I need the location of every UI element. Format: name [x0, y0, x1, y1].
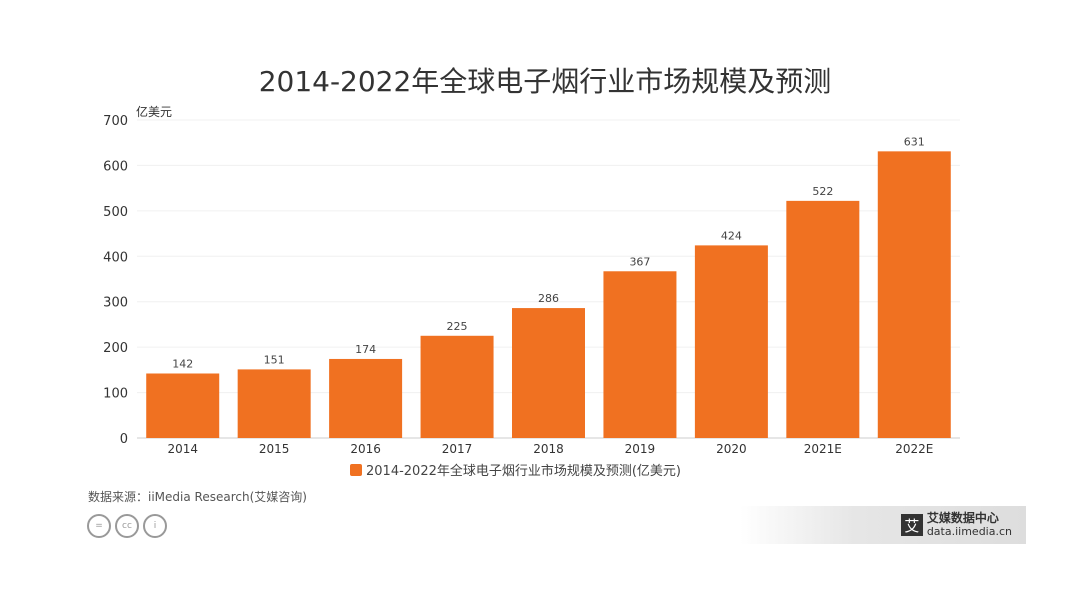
bar[interactable]	[603, 271, 677, 438]
y-tick-label: 100	[103, 387, 128, 402]
data-label: 151	[264, 353, 285, 366]
y-tick-label: 500	[103, 205, 128, 220]
data-label: 424	[721, 229, 742, 242]
equal-icon: =	[87, 514, 111, 538]
bar[interactable]	[877, 151, 951, 439]
bar-chart: 0 100 200 300 400 500 600 700 亿美元 142 2014 151 2015 1…	[103, 104, 960, 456]
x-tick-label: 2014	[167, 442, 198, 456]
x-tick-label: 2021E	[804, 442, 842, 456]
data-label: 174	[355, 343, 376, 356]
source-note: 数据来源：iiMedia Research(艾媒咨询)	[88, 490, 307, 504]
x-tick-label: 2022E	[895, 442, 933, 456]
y-tick-label: 600	[103, 159, 128, 174]
y-tick-label: 300	[103, 296, 128, 311]
y-tick-label: 400	[103, 250, 128, 265]
y-tick-label: 0	[120, 432, 128, 447]
bar[interactable]	[786, 200, 860, 438]
data-label: 225	[447, 320, 468, 333]
bar[interactable]	[420, 335, 494, 438]
legend-swatch	[350, 463, 362, 476]
y-axis-label: 亿美元	[136, 104, 172, 119]
logo-mark: 艾	[900, 514, 923, 536]
iimedia-logo: 艾 艾媒数据中心 data.iimedia.cn	[740, 506, 1026, 544]
cc-icon: cc	[115, 514, 139, 538]
x-tick-label: 2018	[533, 442, 564, 456]
y-tick-label: 200	[103, 341, 128, 356]
logo-name: 艾媒数据中心	[926, 511, 999, 525]
x-tick-label: 2016	[350, 442, 381, 456]
bar[interactable]	[694, 245, 768, 438]
x-tick-label: 2019	[625, 442, 656, 456]
person-icon: i	[143, 514, 167, 538]
y-tick-label: 700	[103, 114, 128, 129]
legend[interactable]: 2014-2022年全球电子烟行业市场规模及预测(亿美元)	[350, 460, 681, 479]
bar[interactable]	[512, 308, 585, 438]
logo-url: data.iimedia.cn	[926, 525, 1012, 538]
x-tick-label: 2015	[259, 442, 290, 456]
legend-label: 2014-2022年全球电子烟行业市场规模及预测(亿美元)	[366, 464, 682, 479]
bar[interactable]	[329, 358, 403, 438]
license-icons: = cc i	[87, 514, 167, 538]
bar[interactable]	[237, 369, 311, 438]
bar[interactable]	[146, 373, 220, 438]
data-label: 142	[172, 357, 193, 370]
data-label: 367	[629, 255, 650, 268]
data-label: 286	[538, 292, 559, 305]
x-tick-label: 2017	[442, 442, 473, 456]
x-tick-label: 2020	[716, 442, 747, 456]
data-label: 522	[812, 185, 833, 198]
data-label: 631	[904, 135, 925, 148]
chart-title: 2014-2022年全球电子烟行业市场规模及预测	[258, 65, 832, 98]
